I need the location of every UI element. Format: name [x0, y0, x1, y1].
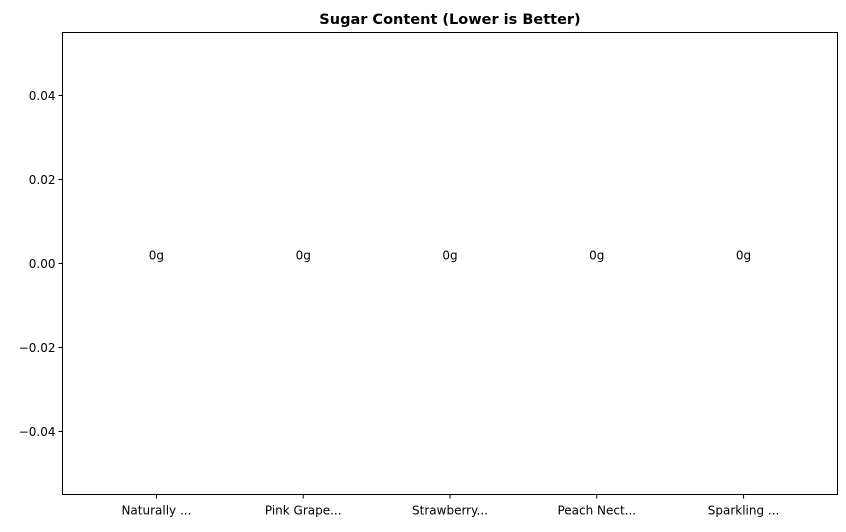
data-label: 0g [149, 249, 164, 263]
x-tick-label: Peach Nect... [557, 504, 636, 518]
plot-area-frame [62, 32, 838, 495]
y-tick-label: −0.02 [19, 341, 56, 355]
data-label: 0g [589, 249, 604, 263]
x-tick-label: Pink Grape... [265, 504, 342, 518]
y-tick-label: −0.04 [19, 425, 56, 439]
data-label: 0g [442, 249, 457, 263]
y-tick-label: 0.00 [29, 257, 56, 271]
data-label: 0g [736, 249, 751, 263]
y-tick-label: 0.02 [29, 173, 56, 187]
x-tick-label: Sparkling ... [708, 504, 780, 518]
x-tick-label: Strawberry... [412, 504, 488, 518]
data-label: 0g [296, 249, 311, 263]
x-tick-label: Naturally ... [121, 504, 191, 518]
y-tick-label: 0.04 [29, 89, 56, 103]
chart-title: Sugar Content (Lower is Better) [319, 12, 580, 28]
